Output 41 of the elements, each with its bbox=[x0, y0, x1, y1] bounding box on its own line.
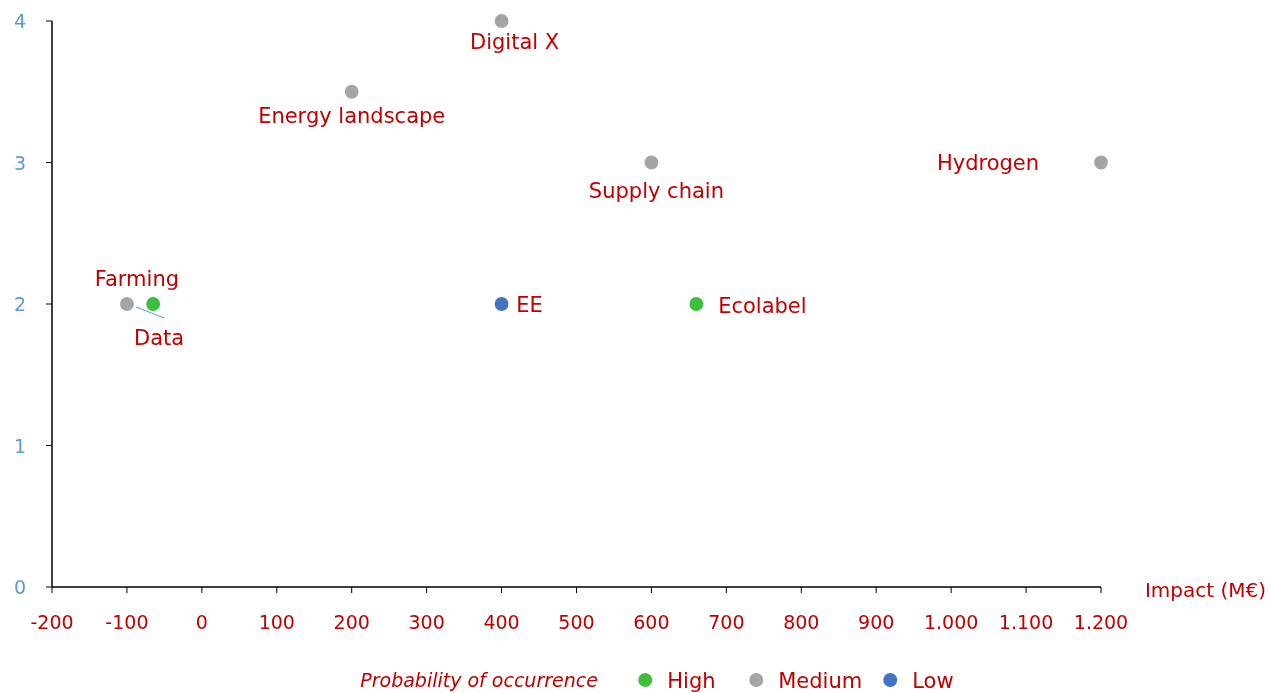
annotation: Farming bbox=[94, 267, 180, 291]
x-tick-label: 200 bbox=[333, 611, 370, 633]
point bbox=[689, 297, 704, 311]
x-tick-label: 1.100 bbox=[998, 611, 1054, 633]
y-tick-label: 1 bbox=[13, 434, 26, 457]
point bbox=[344, 84, 359, 99]
x-axis-title: Impact (M€) bbox=[1144, 578, 1266, 602]
y-tick-label: 0 bbox=[13, 576, 26, 598]
annotation: Data bbox=[134, 326, 185, 350]
x-tick-label: 0 bbox=[195, 611, 208, 633]
x-tick-label: 100 bbox=[258, 611, 295, 633]
point bbox=[1094, 155, 1108, 170]
y-tick-label: 4 bbox=[13, 10, 26, 32]
x-tick-label: 600 bbox=[633, 611, 670, 633]
point bbox=[120, 297, 134, 311]
annotation: Energy landscape bbox=[258, 103, 446, 128]
x-tick-label: 800 bbox=[783, 611, 820, 633]
x-tick-label: 300 bbox=[408, 611, 445, 633]
legend-label: High bbox=[667, 669, 716, 693]
annotation: Digital X bbox=[469, 30, 560, 54]
legend-label: Low bbox=[912, 669, 954, 693]
point bbox=[494, 14, 509, 28]
x-tick-label: 400 bbox=[483, 611, 520, 633]
x-tick-label: 700 bbox=[708, 611, 745, 633]
x-tick-label: -100 bbox=[105, 611, 149, 633]
y-tick-label: 2 bbox=[13, 293, 26, 315]
annotation: Hydrogen bbox=[936, 150, 1040, 175]
legend-title: Probability of occurrence bbox=[360, 669, 598, 691]
x-tick-label: 900 bbox=[858, 611, 895, 633]
legend-label: Medium bbox=[778, 669, 863, 693]
y-tick-label: 3 bbox=[13, 151, 26, 174]
point bbox=[644, 155, 659, 170]
annotation: Supply chain bbox=[588, 178, 724, 203]
x-tick-label: -200 bbox=[30, 611, 74, 633]
x-tick-label: 500 bbox=[558, 611, 595, 633]
x-tick-label: 1.000 bbox=[923, 611, 979, 633]
point bbox=[146, 297, 161, 311]
annotation: Ecolabel bbox=[718, 294, 807, 318]
annotation: EE bbox=[516, 293, 543, 317]
x-tick-label: 1.200 bbox=[1073, 611, 1129, 633]
point bbox=[494, 297, 509, 311]
